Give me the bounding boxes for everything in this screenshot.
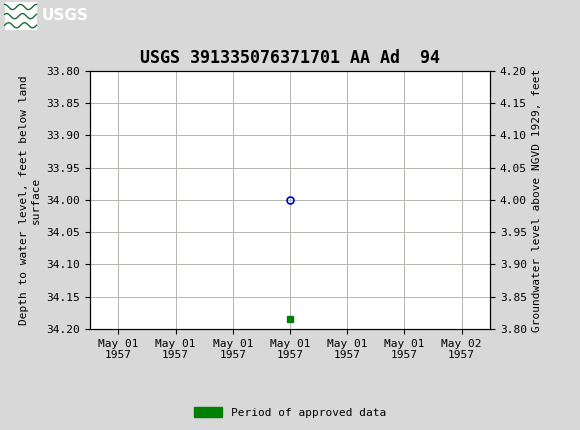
Legend: Period of approved data: Period of approved data [190,403,390,422]
Bar [5,3,37,30]
Title: USGS 391335076371701 AA Ad  94: USGS 391335076371701 AA Ad 94 [140,49,440,67]
Y-axis label: Depth to water level, feet below land
surface: Depth to water level, feet below land su… [19,75,41,325]
Y-axis label: Groundwater level above NGVD 1929, feet: Groundwater level above NGVD 1929, feet [532,68,542,332]
Text: USGS: USGS [42,8,89,23]
